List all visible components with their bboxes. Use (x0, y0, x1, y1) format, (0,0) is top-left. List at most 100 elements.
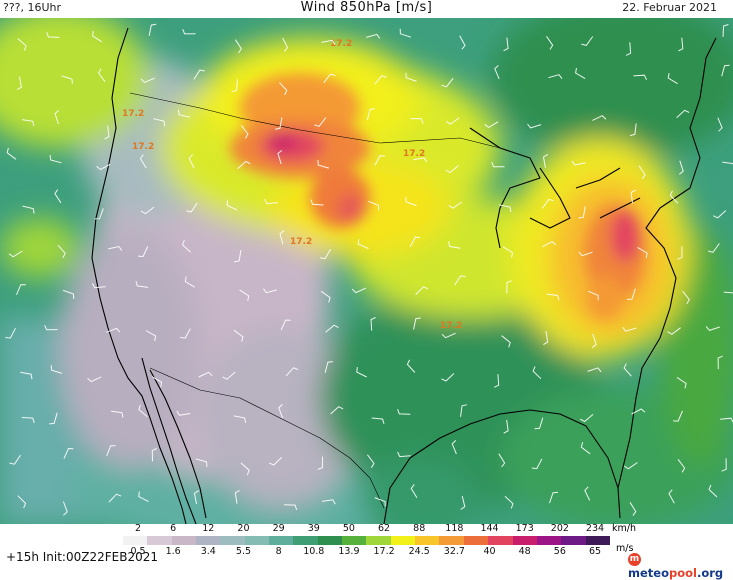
map-date: 22. Februar 2021 (622, 1, 717, 14)
wind-barb (240, 125, 249, 139)
wind-barb (399, 28, 412, 38)
wind-barb (451, 440, 457, 455)
wind-barb (180, 328, 191, 339)
contour-label: 17.2 (440, 321, 462, 331)
wind-barb (61, 75, 73, 85)
wind-barb (441, 373, 455, 382)
wind-barb (151, 448, 158, 462)
wind-barb (676, 109, 690, 119)
wind-barb (571, 160, 586, 166)
wind-barb (668, 489, 675, 504)
legend-ms-tick: 24.5 (408, 546, 430, 557)
legend-kmh-tick: 29 (272, 523, 285, 534)
wind-barb (184, 276, 195, 288)
wind-barb (263, 288, 278, 294)
legend-ms-tick: 65 (588, 546, 602, 557)
map-title: Wind 850hPa [m/s] (300, 0, 433, 15)
meteopool-logo[interactable]: mmeteopool.org (628, 553, 724, 580)
wind-barb (280, 319, 291, 331)
wind-barb (193, 69, 205, 80)
wind-barb (542, 240, 557, 248)
wind-barb (62, 289, 75, 300)
wind-barb (8, 250, 23, 258)
legend-ms-tick: 1.6 (165, 546, 181, 557)
wind-barb (584, 486, 591, 501)
wind-barb (138, 491, 149, 503)
legend-kmh-tick: 202 (550, 523, 569, 534)
wind-barb (409, 236, 421, 248)
color-legend: 2 6 12 20 29 39 50 62 88 118 144 173 202 234 km/h 0.5… (0, 523, 733, 580)
wind-barb (153, 118, 166, 127)
legend-color-swatch (342, 536, 367, 545)
wind-barb (44, 325, 58, 331)
wind-barb (707, 243, 720, 253)
wind-barb (374, 75, 387, 85)
wind-barb (279, 82, 288, 96)
wind-barb (667, 73, 678, 85)
wind-barb (320, 290, 331, 303)
wind-barb (277, 150, 283, 165)
legend-color-swatch (317, 536, 343, 545)
wind-barb (623, 363, 632, 377)
wind-barb (21, 119, 35, 127)
wind-barb (188, 154, 195, 169)
legend-color-swatch (293, 536, 318, 545)
contour-label: 17.2 (290, 237, 312, 247)
legend-kmh-tick: 62 (378, 523, 391, 534)
wind-map: 17.2 17.2 17.2 17.2 17.2 17.2 (0, 18, 733, 524)
legend-kmh-tick: 20 (237, 523, 250, 534)
wind-barb (493, 374, 500, 388)
wind-barb (285, 367, 299, 377)
wind-barb (49, 155, 62, 164)
wind-barb (17, 495, 27, 509)
wind-barb (374, 155, 386, 166)
wind-barb (548, 74, 563, 79)
wind-barb (110, 410, 124, 418)
legend-kmh-tick: 173 (515, 523, 534, 534)
legend-kmh-tick: 50 (342, 523, 355, 534)
legend-color-swatch (390, 536, 416, 545)
legend-ms-tick: 17.2 (373, 546, 395, 557)
wind-barb (527, 123, 542, 129)
wind-barb (546, 293, 560, 301)
wind-barb (54, 189, 62, 204)
wind-barb (721, 458, 727, 472)
wind-barb (108, 493, 122, 503)
wind-barb (91, 30, 103, 43)
legend-color-swatch (244, 536, 270, 545)
wind-barb (549, 491, 559, 504)
wind-barb (49, 412, 58, 425)
legend-unit-kmh: km/h (612, 523, 636, 534)
wind-barb (723, 291, 733, 294)
contour-label: 17.2 (330, 39, 352, 49)
wind-barb (137, 246, 149, 258)
contour-label: 17.2 (132, 142, 154, 152)
wind-barb (17, 38, 27, 51)
wind-barb (182, 29, 196, 35)
wind-barb (630, 189, 636, 204)
wind-barb (708, 484, 718, 498)
wind-barb (274, 117, 283, 130)
wind-barb (713, 210, 727, 219)
legend-kmh-tick: 2 (134, 523, 142, 534)
wind-barb (543, 331, 549, 346)
wind-barb (148, 23, 157, 36)
wind-barb (323, 73, 336, 84)
wind-barb (532, 366, 542, 380)
wind-barb (397, 451, 411, 458)
wind-barb (501, 335, 511, 348)
wind-barb (491, 161, 505, 168)
wind-barb (717, 355, 723, 370)
wind-barb (279, 230, 285, 245)
wind-barb (195, 458, 208, 467)
wind-barb (6, 147, 17, 160)
wind-barb (94, 208, 104, 220)
wind-barb (669, 190, 679, 204)
wind-barb (57, 244, 66, 259)
wind-barb (503, 419, 509, 434)
wind-barb (413, 317, 421, 330)
wind-barb (108, 245, 123, 251)
wind-barb (502, 246, 514, 258)
wind-barb (682, 290, 690, 305)
baja-coast (141, 357, 197, 524)
